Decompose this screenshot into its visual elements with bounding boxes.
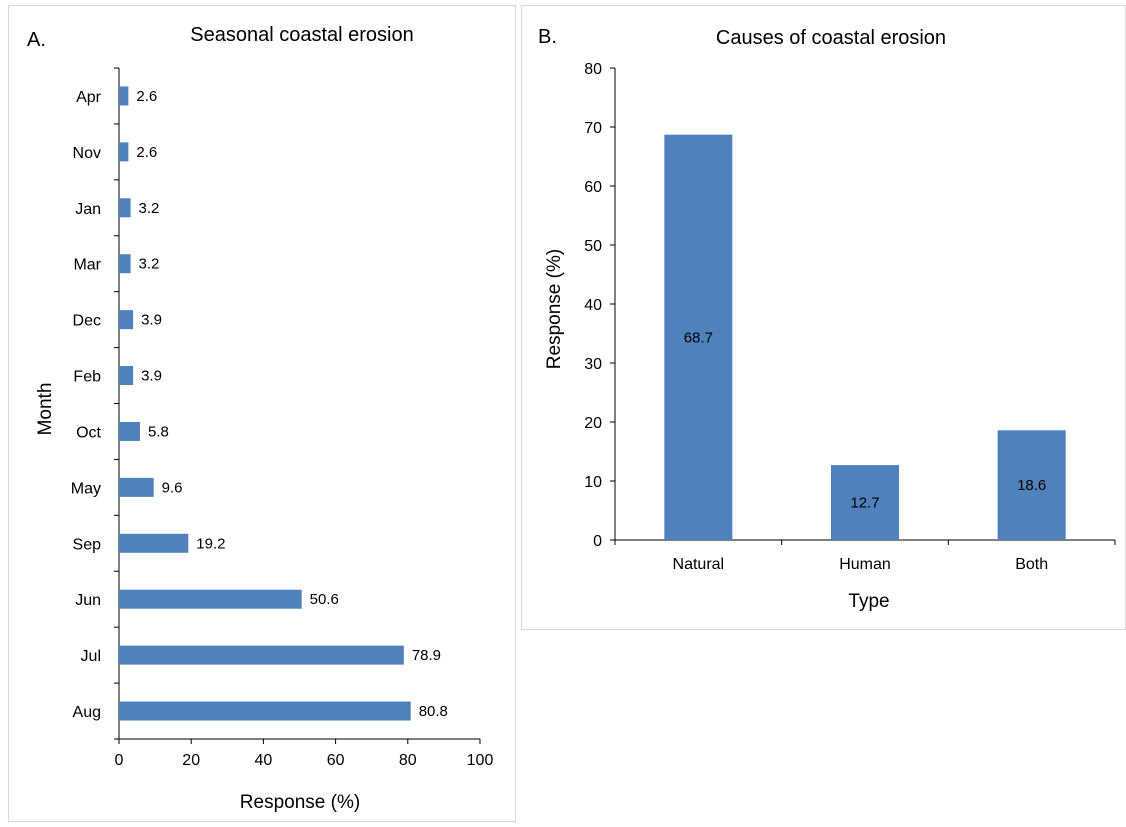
chart-a-x-tick-label: 100 <box>467 752 494 769</box>
panel-label-a: A. <box>27 29 46 51</box>
chart-b-bar <box>664 134 733 541</box>
chart-b-y-tick-label: 0 <box>593 533 602 550</box>
chart-b-y-tick-label: 30 <box>584 356 602 373</box>
chart-b-y-tick-label: 60 <box>584 179 602 196</box>
chart-b-plot: 0 10 20 30 40 50 60 70 80 68.7 Natural 12.7 Human 18.… <box>584 61 1116 573</box>
chart-b-y-tick-label: 70 <box>584 120 602 137</box>
chart-b-y-tick-label: 50 <box>584 238 602 255</box>
chart-b-y-axis-title: Response (%) <box>544 249 565 369</box>
chart-a-data-label: 78.9 <box>412 647 441 664</box>
chart-a-category-label: Oct <box>76 424 101 441</box>
chart-a-plot: 0 20 40 60 80 100 Apr 2.6 Nov 2.6 Jan 3.2 Mar 3.2 Dec 3… <box>71 67 494 769</box>
chart-a-bar <box>119 86 129 106</box>
chart-a-bar <box>119 589 302 609</box>
chart-a-x-tick-label: 0 <box>115 752 124 769</box>
chart-a-data-label: 2.6 <box>136 144 157 161</box>
chart-a-data-label: 50.6 <box>310 591 339 608</box>
chart-a-data-label: 9.6 <box>162 479 183 496</box>
chart-a-category-label: May <box>71 480 101 497</box>
chart-a-x-tick-label: 60 <box>327 752 345 769</box>
chart-panel-b: B. Causes of coastal erosion 0 10 20 30 40 50… <box>521 5 1126 630</box>
chart-a-x-tick-label: 80 <box>399 752 417 769</box>
chart-a-data-label: 3.2 <box>139 256 160 273</box>
chart-b-bar <box>831 465 899 540</box>
chart-b-data-label: 12.7 <box>850 495 879 512</box>
chart-b-title: Causes of coastal erosion <box>716 27 946 49</box>
chart-panel-a: A. Seasonal coastal erosion 0 20 40 60 80 100… <box>8 5 516 822</box>
chart-a-bar <box>119 366 134 386</box>
chart-b-y-tick-label: 20 <box>584 415 602 432</box>
panel-label-b: B. <box>538 26 557 48</box>
chart-a-data-label: 5.8 <box>148 423 169 440</box>
chart-a-category-label: Jan <box>75 201 101 218</box>
chart-a-x-axis-title: Response (%) <box>240 792 360 813</box>
chart-a-category-label: Aug <box>73 704 101 721</box>
chart-b-category-label: Natural <box>673 556 725 573</box>
chart-a-category-label: Feb <box>73 369 101 386</box>
chart-a-bar <box>119 310 134 330</box>
chart-a-category-label: Jul <box>81 648 101 665</box>
chart-a-category-label: Mar <box>73 257 101 274</box>
chart-a-y-axis-title: Month <box>35 383 56 436</box>
chart-a-bar <box>119 198 131 218</box>
chart-a-data-label: 80.8 <box>419 703 448 720</box>
chart-a-category-label: Sep <box>73 536 102 553</box>
chart-a-bar <box>119 533 189 553</box>
chart-b-y-tick-label: 80 <box>584 61 602 78</box>
chart-a-title: Seasonal coastal erosion <box>190 24 413 46</box>
chart-a-x-tick-label: 40 <box>255 752 273 769</box>
chart-a-bar <box>119 421 140 441</box>
chart-b-y-tick-label: 10 <box>584 474 602 491</box>
chart-a-bar <box>119 701 411 721</box>
chart-b-y-tick-label: 40 <box>584 297 602 314</box>
chart-a-bar <box>119 645 404 665</box>
chart-a-x-tick-label: 20 <box>182 752 200 769</box>
chart-b-category-label: Both <box>1015 556 1048 573</box>
chart-b-data-label: 68.7 <box>684 329 713 346</box>
chart-b-x-axis-title: Type <box>848 591 889 612</box>
chart-b-svg: Causes of coastal erosion 0 10 20 30 40 50 60 7… <box>544 27 1116 612</box>
chart-a-bar <box>119 254 131 274</box>
chart-a-category-label: Jun <box>75 592 101 609</box>
chart-a-data-label: 3.9 <box>141 368 162 385</box>
chart-b-bar <box>997 430 1066 540</box>
chart-a-category-label: Nov <box>73 145 101 162</box>
chart-a-category-label: Dec <box>73 313 101 330</box>
chart-a-bar <box>119 477 154 497</box>
chart-b-data-label: 18.6 <box>1017 477 1046 494</box>
chart-a-data-label: 3.9 <box>141 312 162 329</box>
chart-a-data-label: 19.2 <box>196 535 225 552</box>
chart-a-bar <box>119 142 129 162</box>
chart-a-category-label: Apr <box>76 89 102 106</box>
chart-b-category-label: Human <box>839 556 891 573</box>
chart-a-svg: Seasonal coastal erosion 0 20 40 60 80 100 Apr… <box>35 24 494 813</box>
chart-a-data-label: 2.6 <box>136 88 157 105</box>
chart-a-data-label: 3.2 <box>139 200 160 217</box>
